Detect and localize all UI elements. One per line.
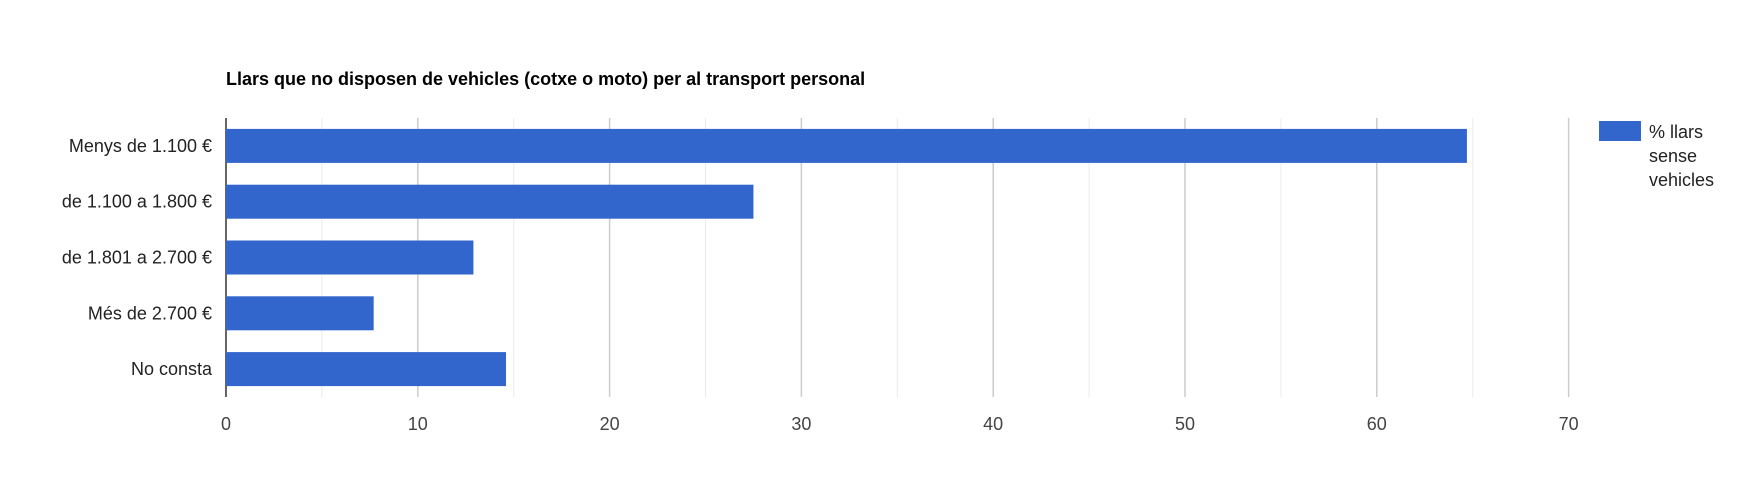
- bar[interactable]: [226, 128, 1467, 163]
- legend: % llars sense vehicles: [1599, 121, 1714, 190]
- category-label: de 1.100 a 1.800 €: [62, 192, 212, 212]
- legend-swatch: [1599, 121, 1641, 141]
- category-label: No consta: [131, 359, 213, 379]
- x-tick-label: 10: [408, 414, 428, 434]
- category-label: Menys de 1.100 €: [69, 136, 212, 156]
- x-tick-label: 70: [1559, 414, 1579, 434]
- chart-title: Llars que no disposen de vehicles (cotxe…: [226, 69, 865, 89]
- x-tick-label: 0: [221, 414, 231, 434]
- x-tick-label: 50: [1175, 414, 1195, 434]
- legend-label: vehicles: [1649, 170, 1714, 190]
- x-tick-label: 20: [600, 414, 620, 434]
- x-tick-label: 30: [791, 414, 811, 434]
- category-label: Més de 2.700 €: [88, 303, 212, 323]
- x-tick-label: 60: [1367, 414, 1387, 434]
- bar[interactable]: [226, 184, 754, 219]
- legend-label: % llars: [1649, 122, 1703, 142]
- bar[interactable]: [226, 240, 474, 275]
- bar[interactable]: [226, 352, 507, 387]
- x-tick-label: 40: [983, 414, 1003, 434]
- category-label: de 1.801 a 2.700 €: [62, 248, 212, 268]
- legend-label: sense: [1649, 146, 1697, 166]
- bar[interactable]: [226, 296, 374, 331]
